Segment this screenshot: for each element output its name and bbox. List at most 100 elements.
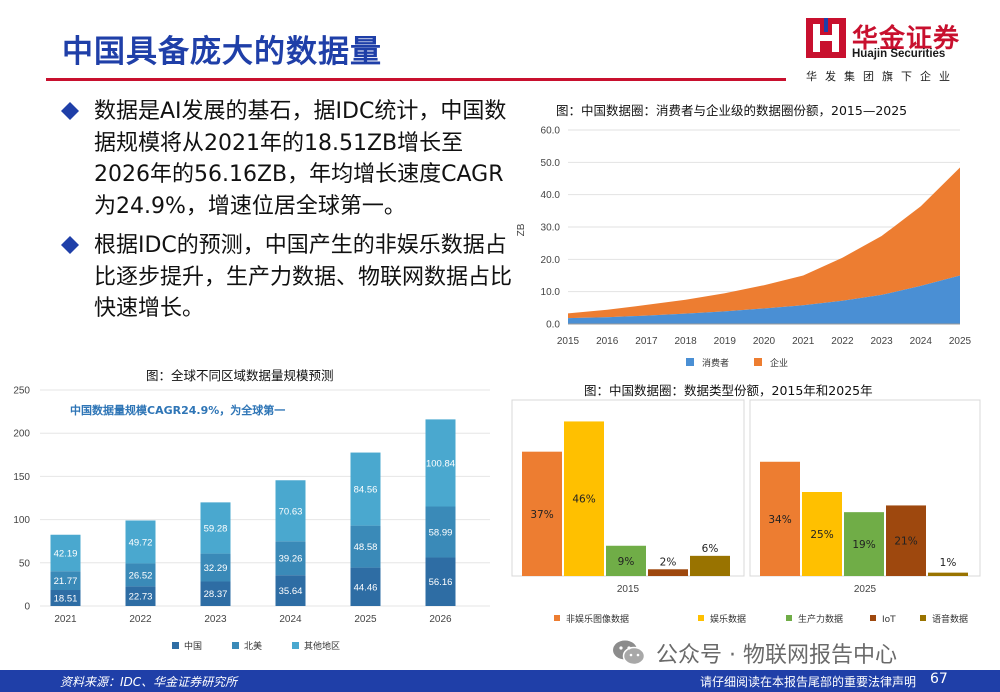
legend-label: 生产力数据 [798,613,843,625]
bar [606,545,646,576]
x-tick-label: 2016 [596,336,619,347]
bar-value-label: 22.73 [129,592,153,603]
x-tick-label: 2015 [557,336,580,347]
bar [760,461,800,576]
legend-label: 非娱乐图像数据 [566,613,629,625]
y-tick-label: 50.0 [541,158,561,169]
stacked-bar-chart: 0 50 100 150 200 250 18.51 21.77 42.19 2021 22.73 2… [0,380,500,670]
x-tick-label: 2022 [129,614,152,625]
stacked-chart-svg: 0 50 100 150 200 250 18.51 21.77 42.19 2021 22.73 2… [13,386,490,652]
company-logo: 华金证券 Huajin Securities 华发集团旗下企业 [806,16,986,86]
x-tick-label: 2023 [870,336,893,347]
bar-segment [425,419,456,507]
bar-segment [425,506,456,558]
footer-source: 资料来源：IDC、华金证券研究所 [60,675,238,689]
y-tick-label: 40.0 [541,190,561,201]
bar-value-label: 21% [894,536,917,548]
watermark-text: 公众号 · 物联网报告中心 [656,643,897,668]
legend-swatch [698,615,704,621]
wechat-icon [613,640,646,666]
bar-value-label: 84.56 [354,485,378,496]
bar-value-label: 100.84 [426,458,455,469]
x-tick-label: 2025 [949,336,972,347]
bullet-text: 数据是AI发展的基石，据IDC统计，中国数据规模将从2021年的18.51ZB增… [94,99,507,219]
legend-swatch [920,615,926,621]
legend-swatch [870,615,876,621]
bar-segment [50,534,81,572]
y-tick-label: 0.0 [546,320,560,331]
bar-value-label: 70.63 [279,506,303,517]
bullet-item: 数据是AI发展的基石，据IDC统计，中国数据规模将从2021年的18.51ZB增… [58,96,518,222]
x-tick-label: 2018 [674,336,697,347]
area-chart-title: 图：中国数据圈：消费者与企业级的数据圈份额，2015—2025 [556,103,908,118]
bar-segment [200,553,231,582]
bar-value-label: 2% [660,556,677,568]
bar-segment [425,557,456,606]
x-tick-label: 2024 [279,614,302,625]
bar [564,421,604,576]
legend-swatch [786,615,792,621]
bar-segment [50,571,81,591]
bar-segment [125,586,156,606]
y-axis-label: ZB [516,223,527,236]
title-divider [46,78,786,81]
bar-segment [200,581,231,606]
x-tick-label: 2020 [753,336,776,347]
legend-label: 北美 [244,640,262,652]
footer-bar: 资料来源：IDC、华金证券研究所 请仔细阅读在本报告尾部的重要法律声明 67 [0,670,1000,692]
bar-segment [350,452,381,526]
bar-segment [50,590,81,606]
bar-value-label: 32.29 [204,563,228,574]
x-tick-label: 2026 [429,614,452,625]
legend-swatch [172,642,179,649]
bar-value-label: 44.46 [354,582,378,593]
bar-value-label: 9% [618,556,635,568]
logo-subtitle: 华发集团旗下企业 [806,70,958,83]
bar-value-label: 6% [702,543,719,555]
bar [844,512,884,576]
bar-value-label: 26.52 [129,570,153,581]
bar-value-label: 21.77 [54,576,78,587]
logo-chinese-name: 华金证券 [852,24,961,54]
legend-label: 娱乐数据 [710,613,746,625]
x-tick-label: 2025 [354,614,377,625]
x-tick-label: 2022 [831,336,854,347]
y-tick-label: 200 [13,429,30,440]
bar-segment [275,480,306,542]
bar-value-label: 37% [530,509,553,521]
x-tick-label: 2015 [617,584,640,595]
y-tick-label: 20.0 [541,255,561,266]
x-tick-label: 2019 [714,336,737,347]
consumer-area [568,275,960,324]
bar-value-label: 58.99 [429,527,453,538]
y-tick-label: 150 [13,472,30,483]
logo-english-name: Huajin Securities [852,48,946,60]
legend-swatch [554,615,560,621]
grouped-bar-chart: 37% 46% 9% 2% 6% 2015 34% 25% 19% 21% 1% 2025 非娱乐图像数… [506,396,986,636]
bar-segment [125,520,156,564]
bar-value-label: 1% [940,557,957,569]
page-number: 67 [930,671,948,687]
bar-value-label: 48.58 [354,542,378,553]
y-tick-label: 50 [19,558,31,569]
slide-title: 中国具备庞大的数据量 [62,34,382,70]
bar-value-label: 25% [810,529,833,541]
x-tick-label: 2021 [792,336,815,347]
enterprise-area [568,167,960,319]
wechat-watermark: 公众号 · 物联网报告中心 [612,638,897,668]
bullet-list: 数据是AI发展的基石，据IDC统计，中国数据规模将从2021年的18.51ZB增… [58,96,518,333]
area-chart: 0.0 10.0 20.0 30.0 40.0 50.0 60.0 ZB 2015 2016 201… [510,118,980,380]
legend-label: 语音数据 [932,613,968,625]
legend-label: 其他地区 [304,640,340,652]
bar-value-label: 35.64 [279,586,303,597]
legend-label: IoT [882,615,896,625]
bar-segment [200,502,231,554]
x-tick-label: 2024 [910,336,933,347]
x-tick-label: 2017 [635,336,658,347]
legend-swatch [232,642,239,649]
bar [648,569,688,576]
legend-swatch [686,358,694,366]
bar-segment [350,567,381,606]
grouped-chart-title: 图：中国数据圈：数据类型份额，2015年和2025年 [584,383,873,398]
legend-swatch [754,358,762,366]
